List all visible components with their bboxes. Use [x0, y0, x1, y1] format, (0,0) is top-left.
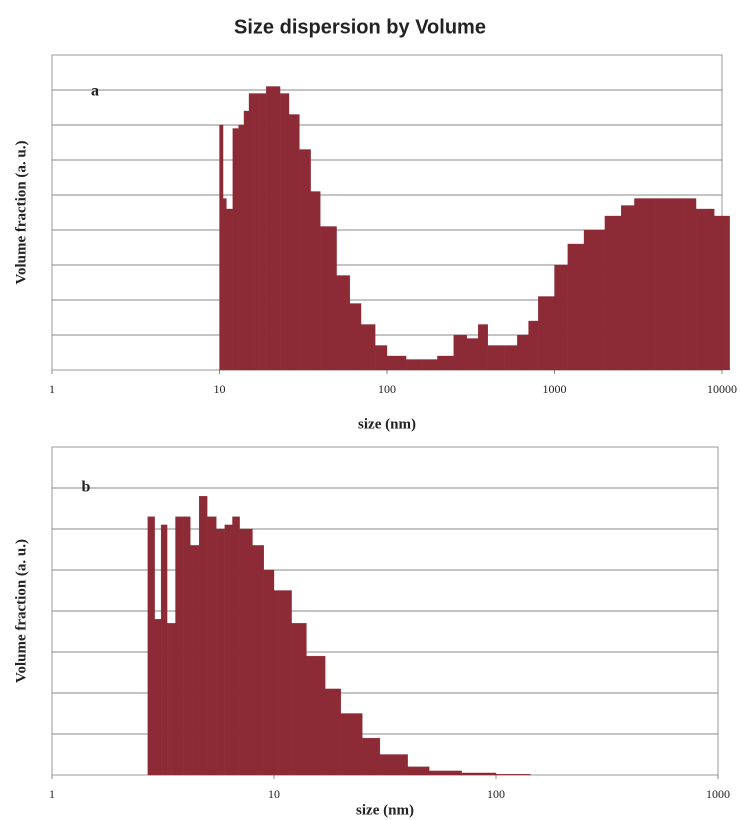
- bar: [239, 125, 244, 370]
- figure-title: Size dispersion by Volume: [234, 16, 486, 38]
- bar: [233, 129, 239, 371]
- bar: [362, 738, 380, 775]
- bar: [437, 356, 453, 370]
- x-tick-label: 1000: [543, 382, 567, 396]
- figure: Size dispersion by Volume 1 10 100 1000 1000…: [0, 0, 740, 820]
- bar: [568, 244, 584, 370]
- bar: [266, 87, 273, 371]
- bar: [175, 517, 183, 775]
- bar: [225, 525, 233, 775]
- y-axis-label: Volume fraction (a. u.): [13, 539, 29, 683]
- bar: [161, 525, 167, 775]
- bar: [216, 529, 224, 775]
- bar: [504, 346, 517, 371]
- x-axis-label: size (nm): [358, 416, 416, 432]
- bar: [232, 517, 239, 775]
- panel-label: a: [91, 83, 99, 100]
- bar: [361, 325, 375, 371]
- x-tick-label: 10000: [707, 382, 737, 396]
- bar: [429, 771, 461, 775]
- bar: [220, 125, 224, 370]
- bar: [273, 87, 280, 371]
- bar: [264, 570, 274, 775]
- bar: [240, 529, 253, 775]
- bar: [696, 209, 706, 370]
- bar: [280, 94, 289, 371]
- bar: [226, 209, 232, 370]
- bar: [538, 297, 554, 371]
- bar: [685, 199, 696, 371]
- panel-label: b: [82, 479, 91, 496]
- bar: [496, 774, 530, 775]
- bar: [289, 115, 299, 371]
- bar: [605, 216, 621, 370]
- x-tick-label: 100: [487, 787, 505, 801]
- bar: [258, 94, 266, 371]
- bar: [529, 321, 539, 370]
- bar: [517, 335, 528, 370]
- bar: [454, 335, 467, 370]
- x-tick-label: 1000: [706, 787, 730, 801]
- bar: [467, 339, 478, 371]
- bar: [406, 360, 421, 371]
- bar: [320, 227, 336, 371]
- bar: [634, 199, 655, 371]
- bar: [311, 192, 321, 371]
- bar: [183, 517, 190, 775]
- x-axis-label: size (nm): [356, 802, 414, 818]
- x-tick-label: 1: [49, 382, 55, 396]
- bar: [722, 216, 730, 370]
- bar: [249, 94, 258, 371]
- bar: [341, 714, 363, 776]
- bar: [714, 216, 722, 370]
- x-tick-label: 1: [49, 787, 55, 801]
- bar: [190, 545, 199, 775]
- bar: [488, 346, 504, 371]
- bar: [375, 346, 387, 371]
- x-tick-label: 100: [378, 382, 396, 396]
- bar: [167, 623, 175, 775]
- bar: [223, 199, 226, 371]
- bar: [462, 773, 496, 775]
- bar: [325, 689, 341, 775]
- bar: [672, 199, 685, 371]
- bar: [299, 150, 310, 371]
- bar: [155, 619, 161, 775]
- x-tick-label: 10: [268, 787, 280, 801]
- bar: [350, 304, 361, 371]
- bar: [555, 265, 568, 370]
- bar: [207, 517, 216, 775]
- bar: [621, 206, 634, 371]
- bar: [148, 517, 155, 775]
- bar: [380, 755, 408, 776]
- bar: [584, 230, 605, 370]
- bar: [421, 360, 437, 371]
- bar: [478, 325, 488, 371]
- bar: [655, 199, 671, 371]
- bar: [244, 111, 249, 370]
- x-tick-label: 10: [214, 382, 226, 396]
- bar: [292, 623, 307, 775]
- bar: [337, 276, 350, 371]
- bar: [408, 767, 430, 775]
- bar: [274, 591, 292, 776]
- bar: [199, 496, 207, 775]
- bar: [387, 356, 406, 370]
- bar: [252, 545, 263, 775]
- bar: [306, 656, 325, 775]
- bar: [706, 209, 715, 370]
- y-axis-label: Volume fraction (a. u.): [13, 140, 29, 284]
